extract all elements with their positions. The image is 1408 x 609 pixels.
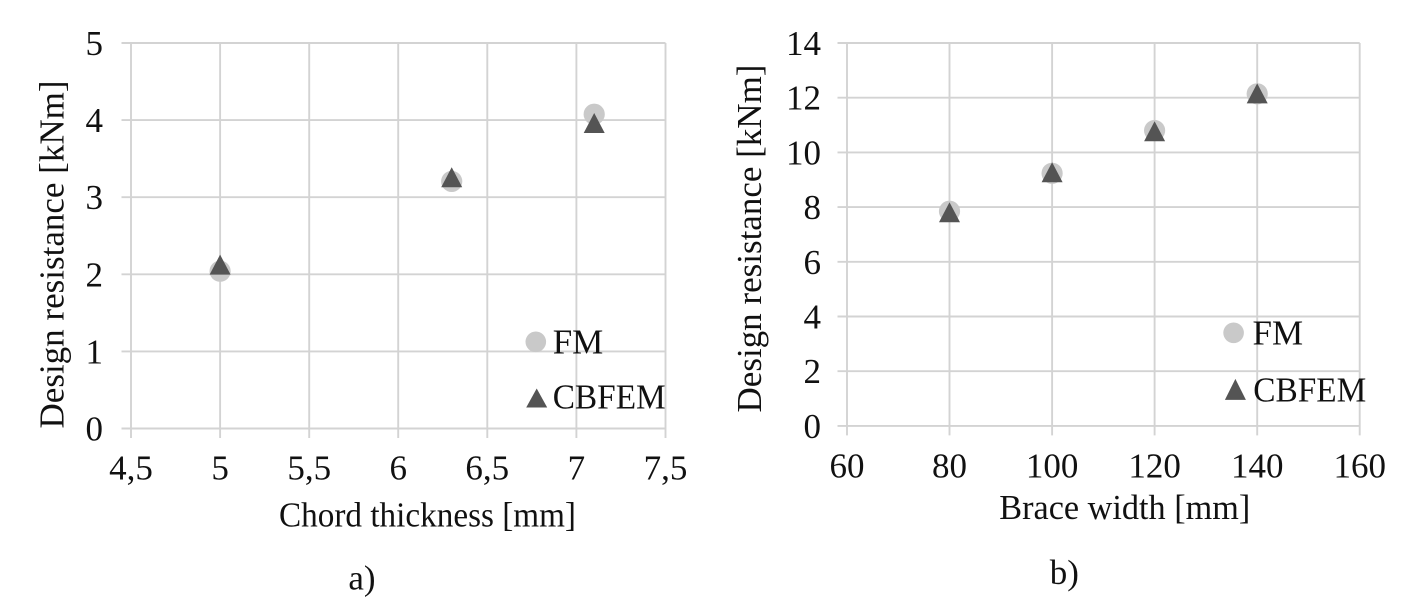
svg-text:CBFEM: CBFEM (1253, 370, 1366, 409)
svg-text:b): b) (1050, 553, 1079, 592)
svg-text:2: 2 (804, 352, 822, 391)
svg-text:4: 4 (86, 101, 104, 140)
svg-text:Design resistance [kNm]: Design resistance [kNm] (33, 81, 72, 429)
svg-text:Brace width [mm]: Brace width [mm] (999, 488, 1250, 527)
svg-text:6,5: 6,5 (465, 449, 509, 488)
svg-text:160: 160 (1333, 447, 1386, 486)
svg-text:6: 6 (804, 243, 822, 282)
svg-text:7,5: 7,5 (644, 449, 688, 488)
svg-text:7: 7 (568, 449, 586, 488)
svg-text:8: 8 (804, 188, 822, 227)
svg-text:FM: FM (1253, 314, 1304, 353)
svg-text:Chord thickness [mm]: Chord thickness [mm] (279, 496, 576, 535)
svg-text:4: 4 (804, 298, 822, 337)
svg-text:1: 1 (86, 332, 104, 371)
svg-text:5: 5 (86, 24, 104, 63)
svg-text:2: 2 (86, 255, 104, 294)
svg-text:3: 3 (86, 178, 104, 217)
svg-text:a): a) (348, 559, 375, 598)
svg-text:Design resistance [kNm]: Design resistance [kNm] (730, 65, 769, 413)
svg-text:120: 120 (1128, 447, 1181, 486)
svg-text:FM: FM (553, 323, 604, 362)
svg-text:14: 14 (786, 24, 821, 63)
svg-text:5,5: 5,5 (287, 449, 331, 488)
svg-text:140: 140 (1231, 447, 1284, 486)
svg-text:10: 10 (786, 133, 821, 172)
svg-text:60: 60 (830, 447, 865, 486)
svg-text:80: 80 (932, 447, 967, 486)
svg-text:0: 0 (804, 407, 822, 446)
svg-text:5: 5 (211, 449, 229, 488)
svg-text:CBFEM: CBFEM (553, 377, 666, 416)
svg-text:0: 0 (86, 410, 104, 449)
svg-text:100: 100 (1026, 447, 1079, 486)
svg-text:4,5: 4,5 (109, 449, 153, 488)
svg-text:6: 6 (389, 449, 407, 488)
svg-text:12: 12 (786, 79, 821, 118)
